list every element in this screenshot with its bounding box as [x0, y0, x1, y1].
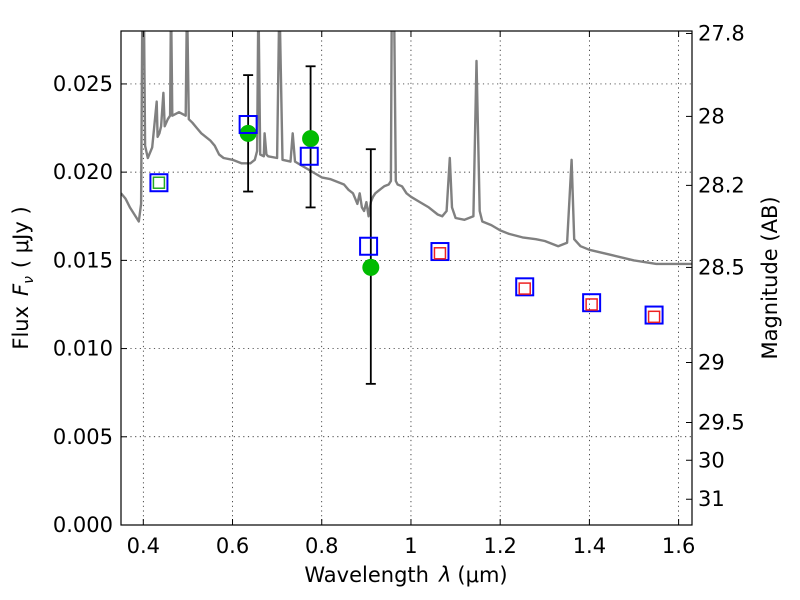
model-square-blue [149, 173, 169, 193]
x-axis-label: Wavelength λ (μm) [304, 563, 507, 587]
y-tick-label: 0.005 [53, 425, 113, 449]
x-axis-label-symbol: λ [438, 563, 451, 587]
x-tick-label: 0.6 [216, 534, 249, 558]
y-axis-right-label: Magnitude (AB) [758, 196, 782, 359]
right-tick-label: 29.5 [698, 410, 745, 434]
ticks: 0.4 0.6 0.8 1 1.2 1.4 1.6 0.000 0.005 0.010 0.015 0… [53, 21, 745, 558]
right-tick-label: 28.5 [698, 255, 745, 279]
x-tick-label: 1.6 [662, 534, 695, 558]
model-square-blue [299, 146, 319, 166]
model-square-blue [582, 293, 602, 313]
right-tick-label: 27.8 [698, 21, 745, 45]
model-square-blue [515, 277, 535, 297]
x-tick-label: 1 [404, 534, 417, 558]
model-square-blue [430, 242, 450, 262]
model-square-red [433, 247, 447, 260]
y-axis-label-text: Flux [9, 306, 33, 350]
y-axis-label-subscript: ν [21, 276, 37, 284]
model-square-blue [644, 305, 664, 325]
observed-point [362, 258, 380, 276]
y-tick-label: 0.015 [53, 248, 113, 272]
plot-frame [120, 30, 693, 526]
x-tick-label: 1.2 [483, 534, 516, 558]
right-tick-label: 28.2 [698, 173, 745, 197]
x-tick-label: 1.4 [573, 534, 606, 558]
x-axis-label-text: Wavelength [304, 563, 429, 587]
x-axis-label-unit: (μm) [457, 563, 507, 587]
y-tick-label: 0.010 [53, 337, 113, 361]
model-sed-line [121, 31, 692, 266]
right-tick-label: 29 [698, 351, 725, 375]
y-tick-label: 0.025 [53, 72, 113, 96]
model-square-red [518, 282, 531, 295]
model-square-green [152, 176, 166, 189]
model-square-red [585, 298, 598, 311]
model-square-blue [238, 115, 258, 135]
y-axis-label-symbol: F [9, 283, 33, 296]
model-square-blue [359, 236, 379, 256]
x-tick-label: 0.4 [127, 534, 160, 558]
right-tick-label: 30 [698, 448, 725, 472]
right-tick-label: 28 [698, 104, 725, 128]
x-tick-label: 0.8 [305, 534, 338, 558]
y-axis-label-unit: ( μJy ) [9, 206, 33, 268]
data-layer [121, 31, 692, 385]
right-tick-label: 31 [698, 487, 725, 511]
plot-background [121, 31, 692, 525]
observed-point [302, 130, 320, 148]
y-tick-label: 0.000 [53, 513, 113, 537]
y-axis-label: Flux Fν ( μJy ) [9, 206, 37, 349]
y-tick-label: 0.020 [53, 160, 113, 184]
model-square-red [647, 310, 661, 324]
